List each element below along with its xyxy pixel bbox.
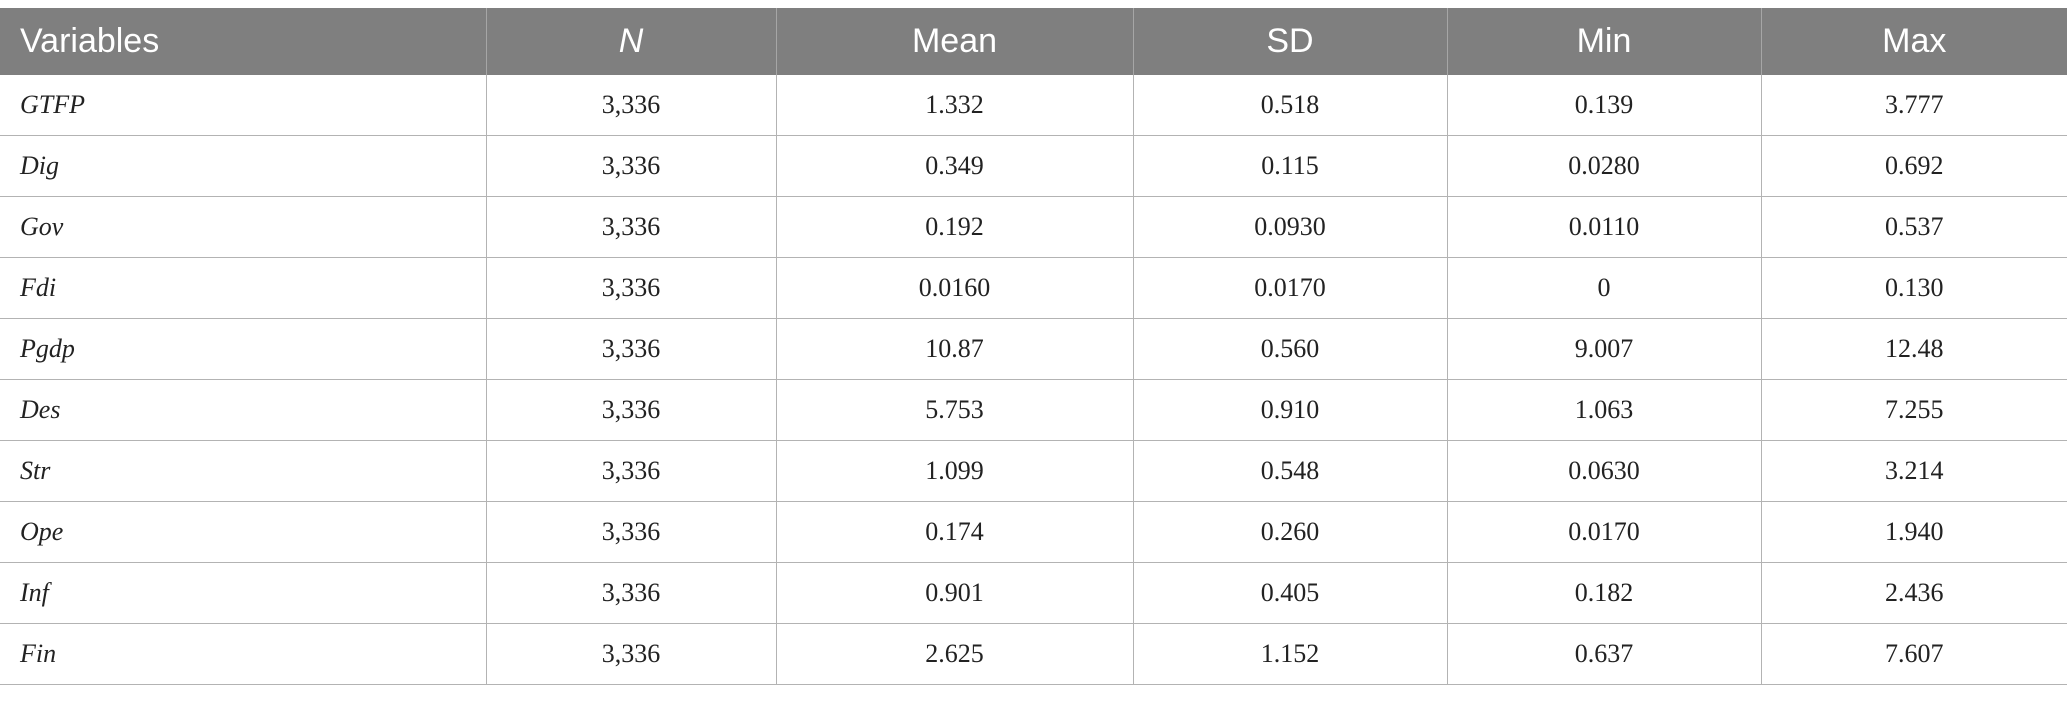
min-cell: 9.007 bbox=[1447, 318, 1762, 380]
table-row: Inf 3,336 0.901 0.405 0.182 2.436 bbox=[0, 562, 2067, 624]
n-cell: 3,336 bbox=[486, 623, 777, 685]
mean-cell: 0.901 bbox=[776, 562, 1134, 624]
table-body: GTFP 3,336 1.332 0.518 0.139 3.777 Dig 3,336 0.3… bbox=[0, 75, 2067, 685]
max-cell: 0.130 bbox=[1761, 257, 2067, 319]
mean-cell: 0.349 bbox=[776, 135, 1134, 197]
n-cell: 3,336 bbox=[486, 379, 777, 441]
n-cell: 3,336 bbox=[486, 257, 777, 319]
sd-cell: 0.560 bbox=[1133, 318, 1448, 380]
table-row: Dig 3,336 0.349 0.115 0.0280 0.692 bbox=[0, 135, 2067, 197]
table-row: Str 3,336 1.099 0.548 0.0630 3.214 bbox=[0, 440, 2067, 502]
max-cell: 7.255 bbox=[1761, 379, 2067, 441]
sd-cell: 0.405 bbox=[1133, 562, 1448, 624]
descriptive-statistics-table-container: Variables N Mean SD Min Max GTFP 3,336 1.3… bbox=[0, 8, 2067, 685]
min-cell: 0.0280 bbox=[1447, 135, 1762, 197]
variable-cell: Str bbox=[0, 440, 487, 502]
mean-cell: 0.192 bbox=[776, 196, 1134, 258]
n-cell: 3,336 bbox=[486, 440, 777, 502]
table-row: Fin 3,336 2.625 1.152 0.637 7.607 bbox=[0, 623, 2067, 685]
sd-cell: 0.0930 bbox=[1133, 196, 1448, 258]
header-sd: SD bbox=[1133, 8, 1448, 75]
max-cell: 7.607 bbox=[1761, 623, 2067, 685]
min-cell: 0.0630 bbox=[1447, 440, 1762, 502]
sd-cell: 0.0170 bbox=[1133, 257, 1448, 319]
sd-cell: 0.910 bbox=[1133, 379, 1448, 441]
variable-cell: GTFP bbox=[0, 75, 487, 136]
variable-cell: Fin bbox=[0, 623, 487, 685]
variable-cell: Pgdp bbox=[0, 318, 487, 380]
variable-cell: Ope bbox=[0, 501, 487, 563]
table-row: Fdi 3,336 0.0160 0.0170 0 0.130 bbox=[0, 257, 2067, 319]
n-cell: 3,336 bbox=[486, 501, 777, 563]
sd-cell: 0.548 bbox=[1133, 440, 1448, 502]
header-n: N bbox=[486, 8, 777, 75]
max-cell: 3.777 bbox=[1761, 75, 2067, 136]
mean-cell: 10.87 bbox=[776, 318, 1134, 380]
min-cell: 0 bbox=[1447, 257, 1762, 319]
min-cell: 0.182 bbox=[1447, 562, 1762, 624]
table-row: Ope 3,336 0.174 0.260 0.0170 1.940 bbox=[0, 501, 2067, 563]
header-max: Max bbox=[1761, 8, 2067, 75]
min-cell: 0.139 bbox=[1447, 75, 1762, 136]
header-variables: Variables bbox=[0, 8, 487, 75]
n-cell: 3,336 bbox=[486, 318, 777, 380]
min-cell: 0.637 bbox=[1447, 623, 1762, 685]
table-row: Gov 3,336 0.192 0.0930 0.0110 0.537 bbox=[0, 196, 2067, 258]
mean-cell: 1.332 bbox=[776, 75, 1134, 136]
table-row: GTFP 3,336 1.332 0.518 0.139 3.777 bbox=[0, 75, 2067, 136]
descriptive-statistics-table: Variables N Mean SD Min Max GTFP 3,336 1.3… bbox=[0, 8, 2067, 685]
n-cell: 3,336 bbox=[486, 562, 777, 624]
sd-cell: 0.260 bbox=[1133, 501, 1448, 563]
variable-cell: Inf bbox=[0, 562, 487, 624]
sd-cell: 0.518 bbox=[1133, 75, 1448, 136]
header-mean: Mean bbox=[776, 8, 1134, 75]
max-cell: 12.48 bbox=[1761, 318, 2067, 380]
table-row: Pgdp 3,336 10.87 0.560 9.007 12.48 bbox=[0, 318, 2067, 380]
sd-cell: 1.152 bbox=[1133, 623, 1448, 685]
mean-cell: 0.174 bbox=[776, 501, 1134, 563]
sd-cell: 0.115 bbox=[1133, 135, 1448, 197]
max-cell: 0.692 bbox=[1761, 135, 2067, 197]
variable-cell: Des bbox=[0, 379, 487, 441]
mean-cell: 0.0160 bbox=[776, 257, 1134, 319]
min-cell: 1.063 bbox=[1447, 379, 1762, 441]
header-row: Variables N Mean SD Min Max bbox=[0, 8, 2067, 75]
n-cell: 3,336 bbox=[486, 75, 777, 136]
n-cell: 3,336 bbox=[486, 196, 777, 258]
max-cell: 1.940 bbox=[1761, 501, 2067, 563]
max-cell: 0.537 bbox=[1761, 196, 2067, 258]
variable-cell: Fdi bbox=[0, 257, 487, 319]
variable-cell: Gov bbox=[0, 196, 487, 258]
header-min: Min bbox=[1447, 8, 1762, 75]
n-cell: 3,336 bbox=[486, 135, 777, 197]
table-header: Variables N Mean SD Min Max bbox=[0, 8, 2067, 75]
table-row: Des 3,336 5.753 0.910 1.063 7.255 bbox=[0, 379, 2067, 441]
mean-cell: 5.753 bbox=[776, 379, 1134, 441]
mean-cell: 1.099 bbox=[776, 440, 1134, 502]
mean-cell: 2.625 bbox=[776, 623, 1134, 685]
min-cell: 0.0170 bbox=[1447, 501, 1762, 563]
max-cell: 3.214 bbox=[1761, 440, 2067, 502]
min-cell: 0.0110 bbox=[1447, 196, 1762, 258]
variable-cell: Dig bbox=[0, 135, 487, 197]
max-cell: 2.436 bbox=[1761, 562, 2067, 624]
